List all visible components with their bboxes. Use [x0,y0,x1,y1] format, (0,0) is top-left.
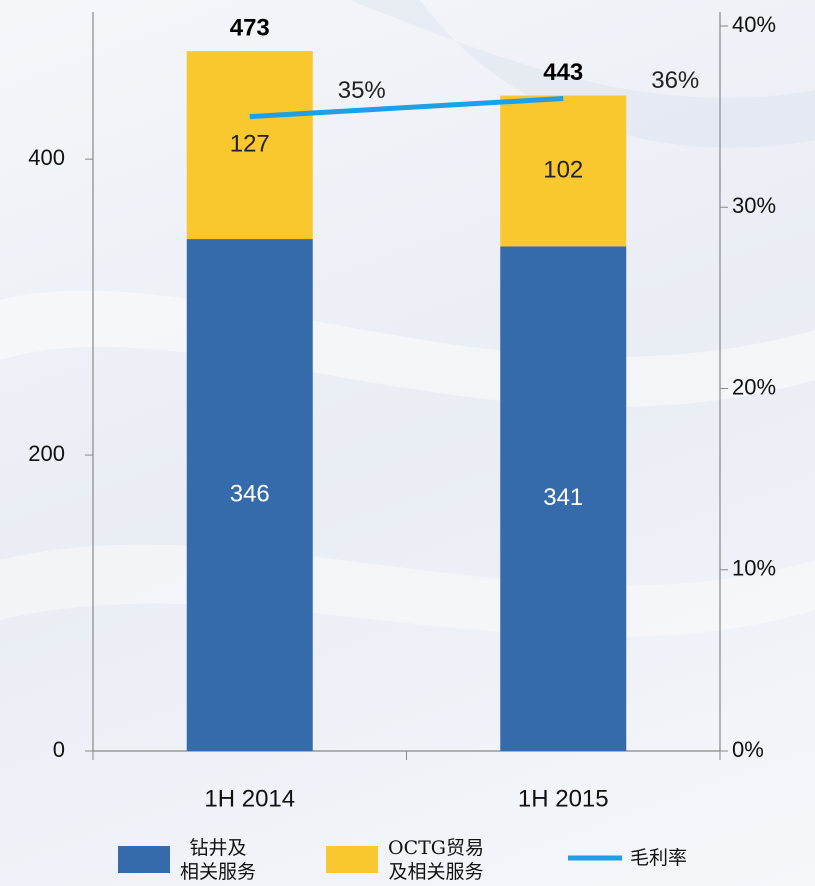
bar-segment [186,51,313,240]
legend-label: OCTG贸易 及相关服务 [388,837,484,883]
bar-label: 341 [543,484,583,511]
y-tick-label: 400 [28,145,65,170]
y2-tick-label: 0% [732,737,764,762]
x-tick-label: 1H 2014 [204,785,295,812]
legend-swatch [326,846,378,873]
total-label: 473 [230,14,270,41]
y-tick-label: 0 [53,737,65,762]
x-tick-label: 1H 2015 [518,785,609,812]
background-swoosh [0,290,815,407]
legend-label: 毛利率 [630,847,688,869]
bar-label: 346 [230,480,270,507]
legend-label: 钻井及 相关服务 [180,837,257,883]
bar-segment [186,239,313,751]
y2-tick-label: 20% [732,374,776,399]
line-label: 36% [651,67,699,94]
bar-segment [500,95,627,247]
background-swoosh [350,0,815,148]
y2-tick-label: 40% [732,12,776,37]
background-swoosh [0,544,815,637]
legend-swatch [118,846,170,873]
margin-line [249,96,564,120]
total-label: 443 [543,59,583,86]
bar-segment [500,246,627,752]
y2-tick-label: 30% [732,193,776,218]
line-label: 35% [338,77,386,104]
y-tick-label: 200 [28,441,65,466]
bar-label: 127 [230,130,270,157]
y2-tick-label: 10% [732,556,776,581]
bar-label: 102 [543,156,583,183]
